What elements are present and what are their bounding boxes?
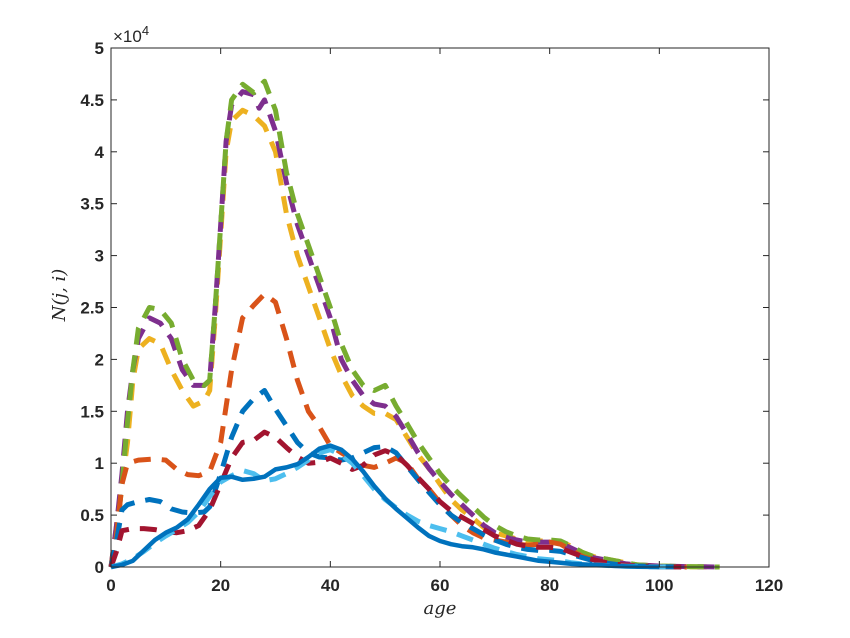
y-axis-label: N(j, i) (49, 269, 70, 323)
y-tick-label: 2 (95, 350, 104, 369)
y-tick-label: 5 (95, 39, 104, 58)
y-tick-label: 0.5 (80, 506, 104, 525)
x-tick-label: 80 (540, 576, 559, 595)
series-line-7 (108, 429, 682, 570)
y-tick-label: 1 (95, 454, 104, 473)
series-line-2 (108, 291, 687, 570)
y-tick-label: 3 (95, 247, 104, 266)
x-tick-label: 100 (645, 576, 673, 595)
x-tick-label: 20 (211, 576, 230, 595)
x-tick-label: 0 (106, 576, 115, 595)
y-tick-label: 0 (95, 558, 104, 577)
axis-ticks: 0 20 40 60 80 100 120 0 0.5 1 1.5 2 2.5 3 3.5 4 4.5 5 (80, 39, 783, 595)
series-line-3 (108, 107, 720, 570)
x-tick-label: 40 (321, 576, 340, 595)
y-tick-label: 2.5 (80, 299, 104, 318)
series-line-8 (108, 388, 682, 570)
y-tick-label: 1.5 (80, 402, 104, 421)
x-tick-label: 120 (755, 576, 783, 595)
y-tick-label: 4.5 (80, 91, 104, 110)
y-axis-multiplier: ×104 (113, 23, 149, 46)
series-line-1 (110, 443, 660, 570)
series-line-4 (108, 89, 720, 570)
y-tick-label: 4 (95, 143, 105, 162)
series-line-5 (108, 78, 720, 570)
y-axis-multiplier-exponent: 4 (142, 23, 149, 38)
y-tick-label: 3.5 (80, 195, 104, 214)
series-lines (108, 78, 720, 570)
y-axis-multiplier-base: ×10 (113, 27, 142, 46)
x-axis-label: age (424, 598, 457, 619)
x-tick-label: 60 (431, 576, 450, 595)
